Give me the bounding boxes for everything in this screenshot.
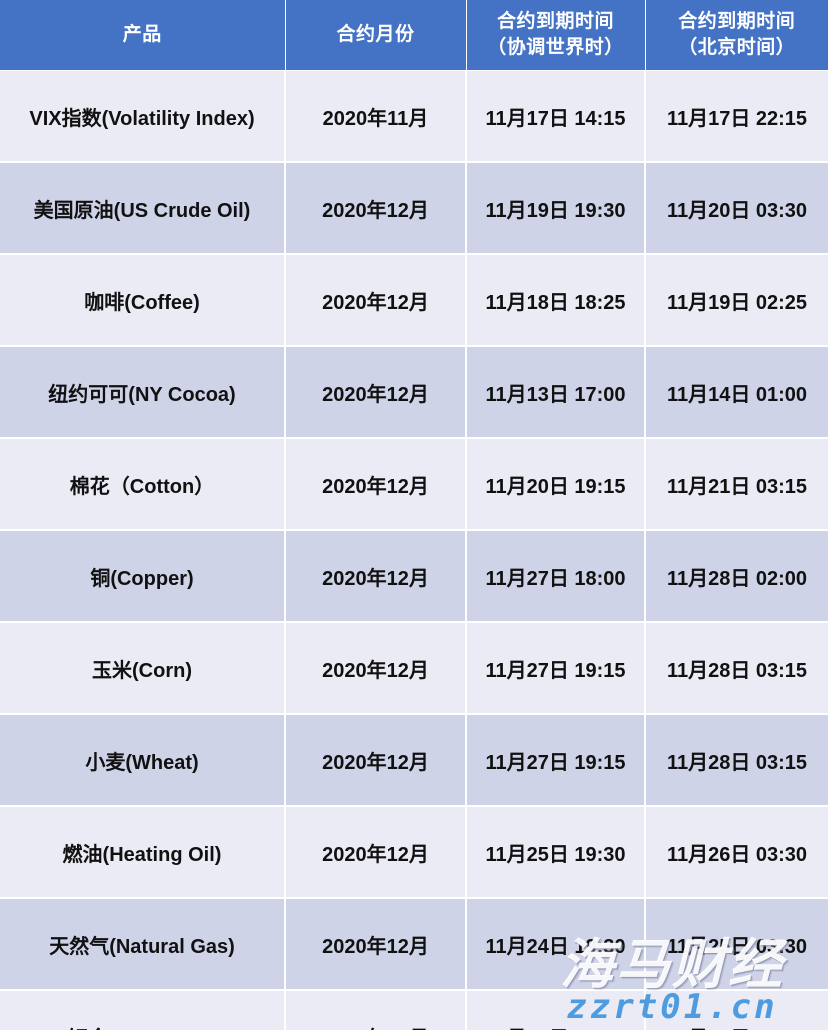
contract-month-cell: 2020年12月 — [285, 898, 467, 991]
table-row: 美国原油(US Crude Oil) 2020年12月 11月19日 19:30 11… — [0, 162, 828, 255]
expiry-bjt-cell: 11月14日 01:00 — [645, 346, 828, 439]
contract-month-cell: 2020年12月 — [285, 806, 467, 899]
column-header-expiry-utc-line2: （协调世界时） — [487, 37, 624, 58]
table-row: 天然气(Natural Gas) 2020年12月 11月24日 19:30 11月2… — [0, 898, 828, 991]
expiry-utc-cell: 11月27日 19:15 — [466, 714, 646, 807]
expiry-utc-cell: 11月20日 19:15 — [466, 438, 646, 531]
product-cell: 棉花（Cotton） — [0, 438, 286, 531]
expiry-bjt-cell: 11月26日 03:30 — [645, 806, 828, 899]
table-row: 铜(Copper) 2020年12月 11月27日 18:00 11月28日 02:0… — [0, 530, 828, 623]
expiry-bjt-cell: 11月17日 22:15 — [645, 70, 828, 163]
product-cell: 天然气(Natural Gas) — [0, 898, 286, 991]
expiry-utc-cell: 11月27日 19:15 — [466, 622, 646, 715]
column-header-expiry-bjt-line2: （北京时间） — [678, 37, 796, 58]
product-cell: 小麦(Wheat) — [0, 714, 286, 807]
product-cell: 纽约可可(NY Cocoa) — [0, 346, 286, 439]
column-header-expiry-bjt: 合约到期时间 （北京时间） — [645, 0, 828, 71]
product-cell: 玉米(Corn) — [0, 622, 286, 715]
contract-month-cell: 2020年12月 — [285, 714, 467, 807]
expiry-utc-cell: 11月27日 18:00 — [466, 990, 646, 1030]
expiry-bjt-cell: 11月28日 03:15 — [645, 622, 828, 715]
header-row: 产品 合约月份 合约到期时间 （协调世界时） 合约到期时间 （北京时间） — [0, 0, 828, 71]
expiry-utc-cell: 11月18日 18:25 — [466, 254, 646, 347]
expiry-bjt-cell: 11月28日 03:15 — [645, 714, 828, 807]
product-cell: 美国原油(US Crude Oil) — [0, 162, 286, 255]
table-row: VIX指数(Volatility Index) 2020年11月 11月17日 14… — [0, 70, 828, 163]
expiry-bjt-cell: 11月19日 02:25 — [645, 254, 828, 347]
column-header-contract-month: 合约月份 — [285, 0, 467, 71]
contract-month-cell: 2020年12月 — [285, 990, 467, 1030]
expiry-utc-cell: 11月19日 19:30 — [466, 162, 646, 255]
expiry-bjt-cell: 11月28日 02:00 — [645, 530, 828, 623]
contract-month-cell: 2020年12月 — [285, 622, 467, 715]
table-row: 棉花（Cotton） 2020年12月 11月20日 19:15 11月21日 03:… — [0, 438, 828, 531]
expiry-bjt-cell: 11月28日 02:00 — [645, 990, 828, 1030]
table-row: 燃油(Heating Oil) 2020年12月 11月25日 19:30 11月26… — [0, 806, 828, 899]
expiry-utc-cell: 11月17日 14:15 — [466, 70, 646, 163]
column-header-product: 产品 — [0, 0, 286, 71]
product-cell: 咖啡(Coffee) — [0, 254, 286, 347]
table-row: 纽约可可(NY Cocoa) 2020年12月 11月13日 17:00 11月14日… — [0, 346, 828, 439]
column-header-product-label: 产品 — [122, 24, 162, 46]
expiry-bjt-cell: 11月25日 03:30 — [645, 898, 828, 991]
contract-month-cell: 2020年12月 — [285, 530, 467, 623]
expiry-utc-cell: 11月24日 19:30 — [466, 898, 646, 991]
expiry-utc-cell: 11月25日 19:30 — [466, 806, 646, 899]
column-header-expiry-utc: 合约到期时间 （协调世界时） — [466, 0, 646, 71]
product-cell: VIX指数(Volatility Index) — [0, 70, 286, 163]
contract-month-cell: 2020年12月 — [285, 254, 467, 347]
product-cell: 钯金(Palladium) — [0, 990, 286, 1030]
column-header-expiry-utc-line1: 合约到期时间 — [496, 11, 614, 33]
column-header-expiry-bjt-line1: 合约到期时间 — [678, 11, 796, 33]
product-cell: 燃油(Heating Oil) — [0, 806, 286, 899]
table-header: 产品 合约月份 合约到期时间 （协调世界时） 合约到期时间 （北京时间） — [0, 0, 828, 71]
expiry-bjt-cell: 11月20日 03:30 — [645, 162, 828, 255]
expiry-utc-cell: 11月27日 18:00 — [466, 530, 646, 623]
contract-month-cell: 2020年11月 — [285, 70, 467, 163]
table-row: 玉米(Corn) 2020年12月 11月27日 19:15 11月28日 03:15 — [0, 622, 828, 715]
table-row: 咖啡(Coffee) 2020年12月 11月18日 18:25 11月19日 02:… — [0, 254, 828, 347]
expiry-utc-cell: 11月13日 17:00 — [466, 346, 646, 439]
expiry-bjt-cell: 11月21日 03:15 — [645, 438, 828, 531]
table-row: 小麦(Wheat) 2020年12月 11月27日 19:15 11月28日 03:1… — [0, 714, 828, 807]
product-cell: 铜(Copper) — [0, 530, 286, 623]
contract-month-cell: 2020年12月 — [285, 438, 467, 531]
column-header-contract-month-label: 合约月份 — [336, 24, 415, 46]
contract-month-cell: 2020年12月 — [285, 162, 467, 255]
table-body: VIX指数(Volatility Index) 2020年11月 11月17日 14… — [0, 70, 828, 1030]
contract-month-cell: 2020年12月 — [285, 346, 467, 439]
